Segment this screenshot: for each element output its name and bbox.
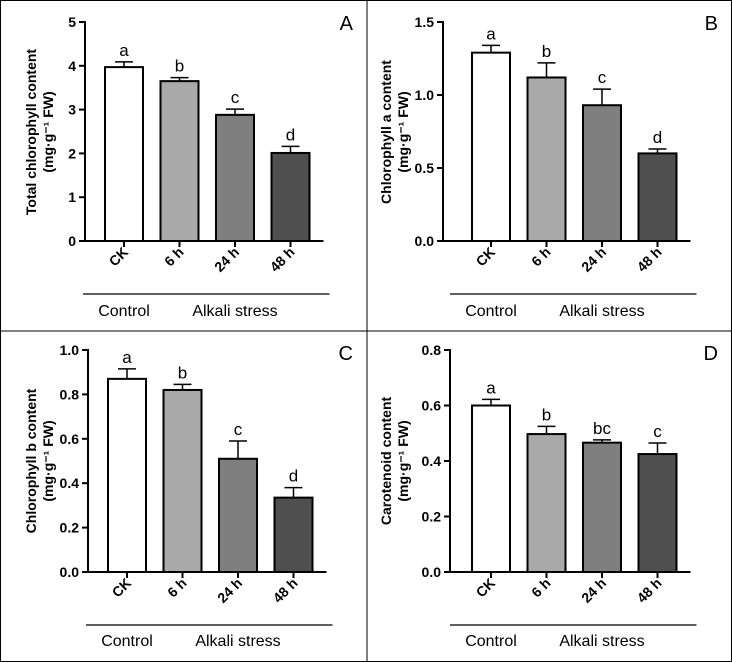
y-tick-label: 0.4 [422,453,442,469]
y-axis-unit-label: (mg·g⁻¹ FW) [40,420,56,501]
significance-letter: bc [593,419,611,438]
group-label-alkali-stress: Alkali stress [559,303,644,320]
significance-letter: d [653,128,662,147]
y-tick-label: 1 [68,189,76,205]
y-tick-label: 1.5 [415,14,435,30]
group-label-control: Control [98,303,150,320]
significance-letter: d [289,467,298,486]
y-tick-label: 0.0 [415,233,435,249]
y-tick-label: 4 [68,58,76,74]
y-axis-unit-label: (mg·g⁻¹ FW) [40,91,56,172]
y-axis-label: Total chlorophyll content [23,49,39,216]
x-tick-label: 48 h [633,244,664,275]
x-tick-label: 48 h [633,575,664,606]
significance-letter: b [178,363,187,382]
group-label-alkali-stress: Alkali stress [559,633,644,650]
group-label-control: Control [465,303,517,320]
panel-b: B Chlorophyll a content (mg·g⁻¹ FW) 0.0 0.5 1… [378,13,718,320]
x-tick-label: 6 h [164,575,190,601]
x-tick-label: CK [108,575,134,601]
y-tick-label: 2 [68,145,76,161]
bar [159,80,200,242]
x-tick-label: 24 h [214,575,245,606]
y-tick-label: 0.4 [60,475,80,491]
y-tick-label: 0.5 [415,160,435,176]
bar [471,404,511,573]
panel-a: A Total chlorophyll content (mg·g⁻¹ FW) 0 1 2… [23,13,354,320]
group-label-control: Control [101,633,153,650]
panel-c: C Chlorophyll b content (mg·g⁻¹ FW) 0.0 0.2 0… [23,342,353,650]
x-tick-label: 48 h [269,575,300,606]
y-axis-unit-label: (mg·g⁻¹ FW) [395,420,411,501]
bar [218,457,258,573]
bar [273,496,314,574]
x-tick-label: 6 h [161,244,187,270]
significance-letter: a [486,24,496,43]
x-tick-label: 24 h [578,244,609,275]
y-tick-label: 1.0 [415,87,435,103]
x-tick-label: 6 h [528,244,554,270]
y-axis-label: Chlorophyll b content [23,388,39,533]
y-axis-label: Chlorophyll a content [378,60,394,204]
y-axis-label: Carotenoid content [378,397,394,526]
bar [270,151,311,243]
significance-letter: b [542,405,551,424]
panel-letter: C [339,343,353,365]
panel-d: D Carotenoid content (mg·g⁻¹ FW) 0.0 0.2 0.4 0… [378,342,718,650]
y-tick-label: 0.8 [422,342,442,358]
bar [637,152,678,242]
y-tick-label: 0.2 [60,520,80,536]
y-tick-label: 3 [68,102,76,118]
panel-letter: B [705,13,718,35]
y-tick-label: 0.2 [422,509,442,525]
group-label-alkali-stress: Alkali stress [195,633,280,650]
y-axis-unit-label: (mg·g⁻¹ FW) [395,91,411,172]
significance-letter: c [653,422,662,441]
y-tick-label: 1.0 [60,342,80,358]
panel-letter: D [704,343,718,365]
bar [104,66,144,242]
group-label-alkali-stress: Alkali stress [192,303,277,320]
x-tick-label: 24 h [578,575,609,606]
x-tick-label: 48 h [266,244,297,275]
bar [582,441,622,573]
significance-letter: a [119,41,129,60]
significance-letter: a [122,348,132,367]
significance-letter: b [542,42,551,61]
panel-letter: A [340,13,354,35]
significance-letter: c [231,88,240,107]
y-tick-label: 0.8 [60,386,80,402]
group-label-control: Control [465,633,517,650]
bar [526,433,567,573]
y-tick-label: 0.0 [60,564,80,580]
bar [162,388,203,573]
x-tick-label: 6 h [528,575,554,601]
x-tick-label: CK [105,244,131,270]
x-tick-label: 24 h [211,244,242,275]
y-tick-label: 0 [68,233,76,249]
x-tick-label: CK [472,244,498,270]
bar [582,104,622,242]
y-tick-label: 0.6 [60,431,80,447]
bar [215,113,255,242]
x-tick-label: CK [472,575,498,601]
significance-letter: d [286,125,295,144]
significance-letter: a [486,378,496,397]
y-tick-label: 0.6 [422,398,442,414]
bar [471,51,511,242]
significance-letter: c [234,420,243,439]
y-tick-label: 0.0 [422,564,442,580]
bar [526,76,567,243]
y-tick-label: 5 [68,14,76,30]
significance-letter: b [175,57,184,76]
significance-letter: c [598,68,607,87]
bar [637,453,678,573]
bar [107,377,147,573]
